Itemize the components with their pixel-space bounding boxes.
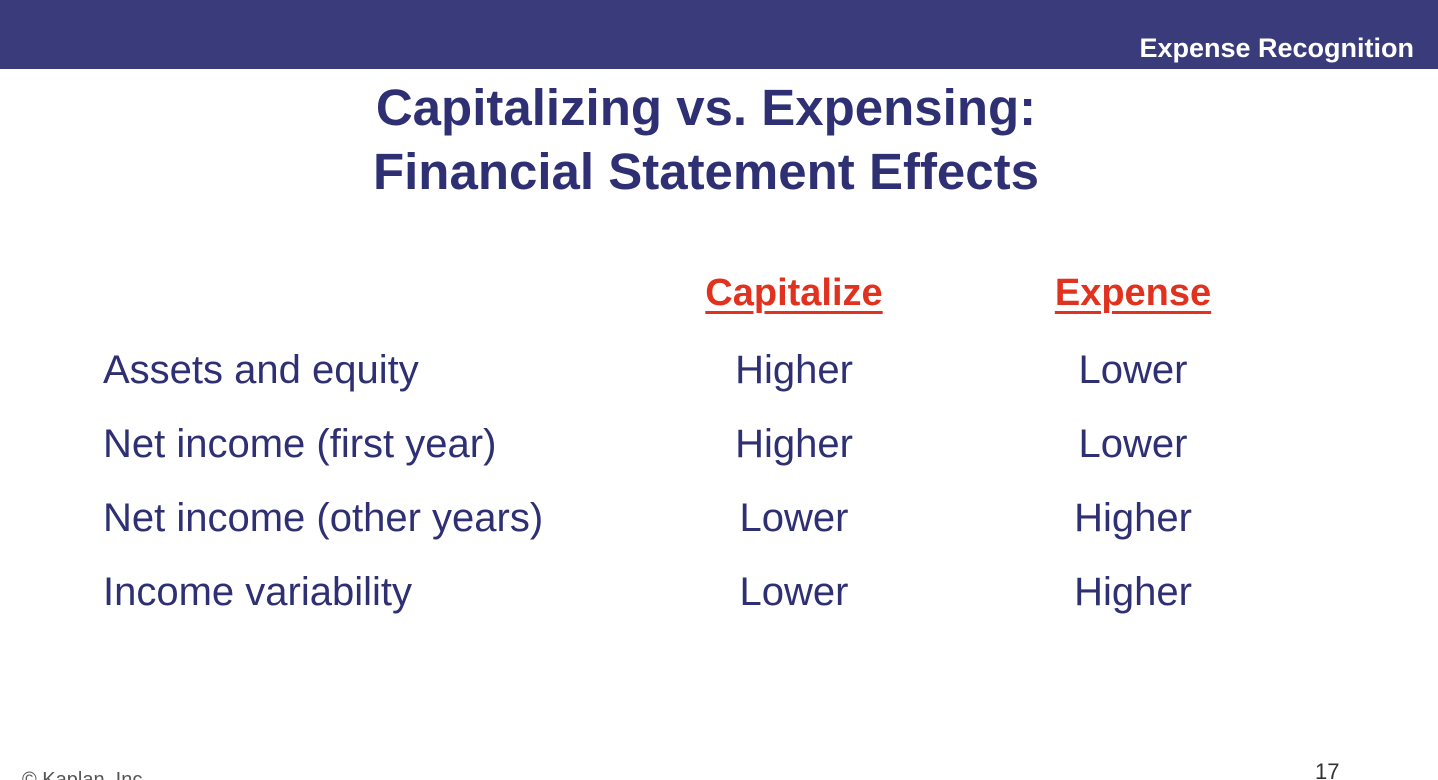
row-label: Income variability [103, 570, 413, 614]
column-header-capitalize: Capitalize [705, 272, 883, 314]
capitalize-value: Higher [735, 422, 853, 466]
header-bar: Expense Recognition [0, 0, 1438, 69]
section-label: Expense Recognition [1139, 33, 1414, 63]
expense-value: Lower [1078, 348, 1188, 392]
column-header-expense: Expense [1054, 272, 1212, 314]
copyright-notice: © Kaplan, Inc. [22, 769, 148, 780]
table-row: Income variability Lower Higher [0, 566, 1438, 640]
capitalize-value: Higher [735, 348, 853, 392]
row-label: Net income (first year) [103, 422, 497, 466]
slide-title-line-1: Capitalizing vs. Expensing: [375, 79, 1037, 136]
comparison-table: Assets and equity Higher Lower Net incom… [0, 344, 1438, 640]
slide-title-line-2: Financial Statement Effects [372, 143, 1039, 200]
expense-value: Lower [1078, 422, 1188, 466]
table-row: Assets and equity Higher Lower [0, 344, 1438, 418]
slide-title: Capitalizing vs. Expensing: Financial St… [0, 76, 1412, 204]
expense-value: Higher [1074, 496, 1192, 540]
table-row: Net income (first year) Higher Lower [0, 418, 1438, 492]
row-label: Assets and equity [103, 348, 419, 392]
page-number: 17 [1315, 759, 1340, 780]
table-row: Net income (other years) Lower Higher [0, 492, 1438, 566]
capitalize-value: Lower [739, 496, 849, 540]
row-label: Net income (other years) [103, 496, 544, 540]
expense-value: Higher [1074, 570, 1192, 614]
capitalize-value: Lower [739, 570, 849, 614]
